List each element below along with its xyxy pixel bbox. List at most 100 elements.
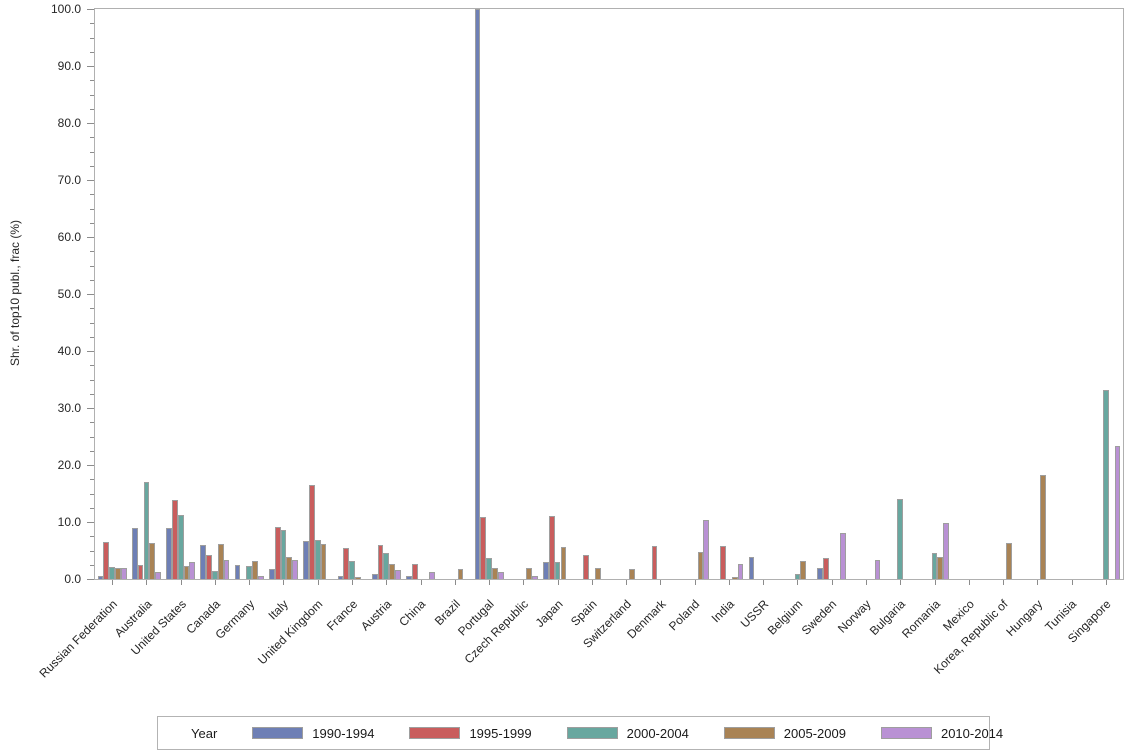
x-tick-label: Spain	[568, 597, 600, 629]
legend-swatch	[880, 727, 932, 739]
y-major-tick	[87, 351, 94, 352]
y-axis-title: Shr. of top10 publ., frac (%)	[8, 219, 22, 367]
bar	[234, 564, 241, 579]
y-minor-tick	[90, 165, 94, 167]
y-tick-label: 70.0	[57, 173, 81, 187]
bar	[280, 529, 287, 579]
bar	[937, 556, 944, 579]
bar	[171, 500, 178, 579]
x-tick	[831, 580, 833, 585]
bar	[897, 498, 904, 579]
bar	[155, 572, 161, 579]
bar	[1005, 543, 1012, 579]
bar	[149, 543, 156, 579]
x-tick-label: Hungary	[1003, 597, 1046, 639]
x-tick-label: India	[708, 597, 737, 626]
bar	[383, 552, 390, 579]
y-major-tick	[87, 465, 94, 466]
y-major-tick	[87, 123, 94, 124]
x-tick-label: Belgium	[764, 597, 806, 638]
x-tick	[1003, 580, 1005, 585]
y-minor-tick	[90, 251, 94, 253]
bar	[629, 569, 635, 579]
bar	[651, 545, 658, 579]
x-tick	[180, 580, 182, 585]
bar	[394, 570, 401, 579]
legend-item: 2005-2009	[723, 725, 846, 741]
x-tick-label: China	[396, 597, 429, 630]
y-minor-tick	[90, 23, 94, 25]
bar	[1114, 445, 1121, 579]
x-tick-label: Czech Republic	[461, 597, 532, 667]
y-tick-label: 0.0	[64, 572, 81, 586]
bar	[543, 561, 549, 579]
y-minor-tick	[90, 322, 94, 324]
y-minor-tick	[90, 37, 94, 39]
y-tick-label: 50.0	[57, 287, 81, 301]
x-tick-label: Japan	[532, 597, 566, 631]
bar	[354, 576, 361, 579]
x-tick	[1037, 580, 1039, 585]
legend-item: 1990-1994	[252, 726, 374, 741]
legend-label: 2005-2009	[783, 725, 846, 741]
bar	[457, 568, 464, 579]
y-major-tick	[87, 9, 94, 10]
y-minor-tick	[90, 379, 94, 381]
x-tick	[626, 580, 628, 585]
bar	[120, 567, 127, 579]
legend-swatch	[723, 727, 775, 739]
legend-item: 2000-2004	[566, 726, 689, 741]
bar	[314, 540, 321, 579]
x-tick	[489, 580, 491, 585]
bar	[309, 484, 315, 579]
legend-swatch	[252, 727, 304, 739]
y-major-tick	[87, 522, 94, 523]
bar	[143, 482, 150, 579]
y-minor-tick	[90, 507, 94, 509]
x-tick-label: Italy	[265, 597, 292, 623]
x-tick	[454, 580, 456, 585]
bar	[697, 552, 704, 579]
bar	[491, 568, 498, 579]
bar	[303, 540, 310, 579]
x-tick-label: France	[323, 597, 360, 634]
bar	[189, 562, 196, 579]
legend-label: 2010-2014	[940, 725, 1004, 741]
x-tick	[934, 580, 936, 585]
x-tick	[386, 580, 388, 585]
y-minor-tick	[90, 151, 94, 153]
legend-label: 1995-1999	[469, 725, 532, 741]
bar	[840, 532, 847, 579]
legend-swatch	[409, 727, 461, 739]
bar	[206, 555, 213, 579]
bar	[737, 563, 744, 579]
y-tick-label: 40.0	[57, 344, 81, 358]
bar	[720, 545, 727, 579]
bar	[377, 545, 384, 579]
y-tick-label: 20.0	[57, 458, 81, 472]
legend-item: 1995-1999	[409, 725, 532, 741]
x-tick-label: Russian Federation	[36, 597, 121, 681]
bar	[109, 567, 116, 579]
bar	[337, 576, 344, 579]
bar	[274, 527, 281, 579]
y-major-tick	[87, 180, 94, 181]
x-tick	[1071, 580, 1073, 585]
bar	[429, 572, 436, 579]
y-minor-tick	[90, 108, 94, 110]
legend-item: 2010-2014	[880, 725, 1004, 741]
y-minor-tick	[90, 550, 94, 552]
bar	[268, 568, 275, 579]
y-major-tick	[87, 237, 94, 238]
x-tick	[797, 580, 799, 585]
y-minor-tick	[90, 194, 94, 196]
x-tick	[283, 580, 285, 585]
y-minor-tick	[90, 422, 94, 424]
bar	[474, 9, 481, 579]
y-tick-label: 10.0	[57, 515, 81, 529]
x-tick	[763, 580, 765, 585]
y-tick-label: 30.0	[57, 401, 81, 415]
bar	[794, 574, 801, 579]
x-tick-label: Brazil	[431, 597, 463, 629]
